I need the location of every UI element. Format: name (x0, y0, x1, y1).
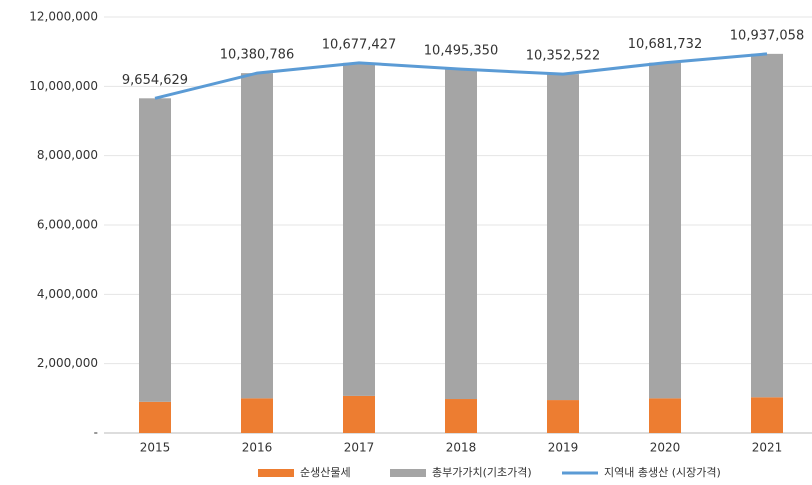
bar-segment (649, 62, 681, 399)
line (154, 52, 768, 100)
bar-segment (139, 98, 171, 402)
x-tick-label: 2018 (446, 441, 477, 455)
data-label: 10,937,058 (730, 28, 804, 43)
y-tick-label: 10,000,000 (29, 79, 98, 93)
y-tick-label: 12,000,000 (29, 10, 98, 24)
legend-label: 순생산물세 (300, 466, 351, 479)
y-tick-label: - (94, 426, 98, 440)
bar-segment (751, 397, 783, 433)
x-tick-label: 2017 (344, 441, 375, 455)
x-tick-label: 2021 (752, 441, 783, 455)
legend-label: 지역내 총생산 (시장가격) (604, 466, 721, 479)
data-label: 10,380,786 (220, 48, 294, 63)
x-tick-label: 2020 (650, 441, 681, 455)
data-label: 9,654,629 (122, 73, 188, 88)
y-tick-label: 8,000,000 (37, 148, 98, 162)
bar-segment (547, 74, 579, 401)
bar-segment (445, 69, 477, 400)
bar-segment (241, 398, 273, 433)
x-tick-label: 2016 (242, 441, 273, 455)
y-tick-label: 2,000,000 (37, 356, 98, 370)
y-tick-label: 4,000,000 (37, 287, 98, 301)
x-tick-label: 2019 (548, 441, 579, 455)
data-label: 10,352,522 (526, 49, 600, 64)
legend-swatch (390, 469, 426, 477)
bar-segment (139, 401, 171, 433)
data-label: 10,681,732 (628, 37, 702, 52)
bar-segment (343, 62, 375, 396)
bar-segment (343, 395, 375, 433)
data-label: 10,495,350 (424, 44, 498, 59)
data-label: 10,677,427 (322, 37, 396, 52)
y-tick-label: 6,000,000 (37, 218, 98, 232)
bar-segment (547, 400, 579, 433)
bar-segment (649, 398, 681, 433)
bar-segment (751, 53, 783, 398)
legend-swatch (258, 469, 294, 477)
bar-segment (445, 399, 477, 433)
x-tick-label: 2015 (140, 441, 171, 455)
bar-segment (241, 73, 273, 399)
legend-label: 총부가가치(기초가격) (432, 466, 532, 479)
